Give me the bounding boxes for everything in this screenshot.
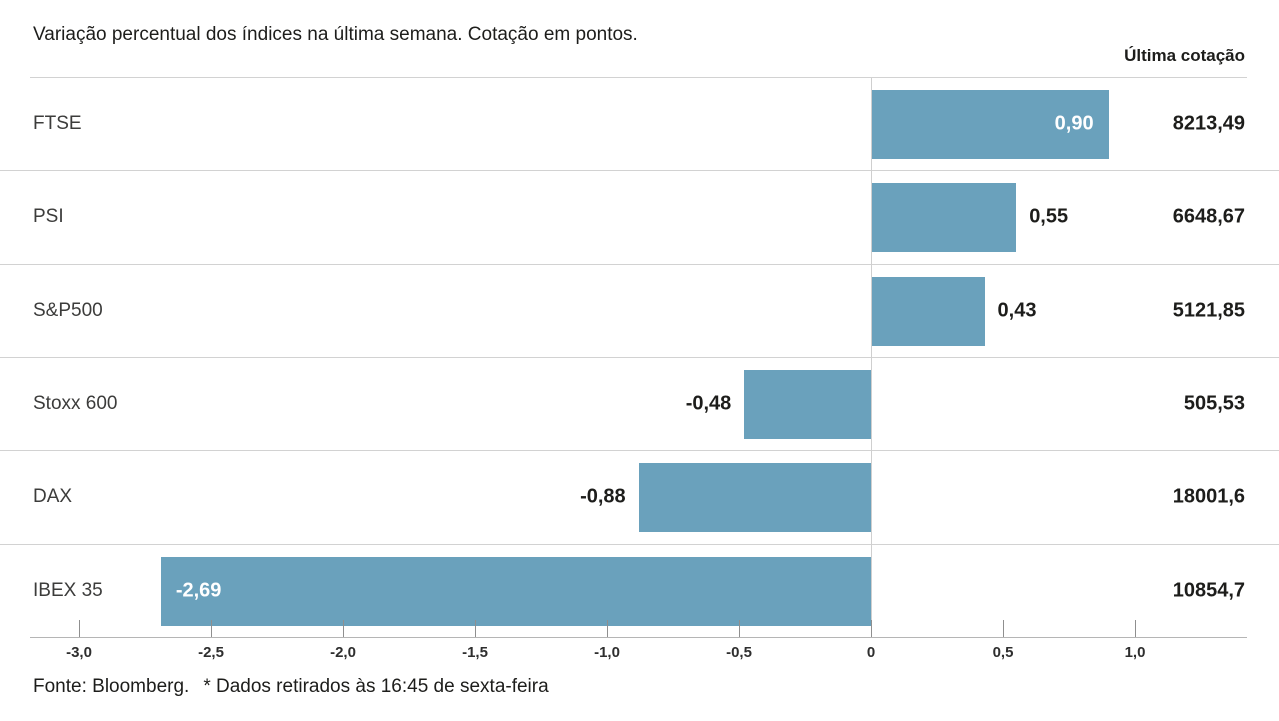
index-label: Stoxx 600	[33, 393, 118, 415]
value-bar	[871, 183, 1017, 253]
axis-tick-label: -0,5	[726, 644, 752, 661]
axis-tick	[1003, 620, 1004, 637]
bar-value-label: -2,69	[175, 579, 222, 602]
index-label: FTSE	[33, 113, 82, 135]
axis-tick-label: 0,5	[992, 644, 1014, 661]
last-quote-value: 5121,85	[1172, 299, 1245, 322]
chart-row: IBEX 35 -2,69 10854,7	[0, 545, 1279, 637]
axis-tick	[79, 620, 80, 637]
last-quote-value: 6648,67	[1172, 205, 1245, 228]
axis-tick	[1135, 620, 1136, 637]
last-quote-column-header: Última cotação	[1124, 46, 1245, 65]
value-bar	[744, 369, 871, 439]
axis-tick-label: -3,0	[66, 644, 92, 661]
bar-value-label: -0,88	[580, 485, 626, 508]
bar-value-label: 0,90	[1054, 112, 1094, 135]
value-bar	[871, 90, 1109, 159]
axis-tick-label: 1,0	[1124, 644, 1146, 661]
axis-tick	[607, 620, 608, 637]
value-bar	[160, 556, 871, 626]
chart-rows: FTSE 0,90 8213,49 PSI 0,55 6648,67 S&P50…	[0, 78, 1279, 637]
bar-value-label: -0,48	[685, 392, 732, 415]
axis-tick-label: -1,0	[594, 644, 620, 661]
axis-tick-label: -2,0	[330, 644, 356, 661]
last-quote-value: 10854,7	[1172, 579, 1245, 602]
chart-row: DAX -0,88 18001,6	[0, 451, 1279, 545]
bar-value-label: 0,43	[997, 299, 1037, 322]
value-bar	[871, 276, 985, 346]
axis-tick	[475, 620, 476, 637]
bar-value-label: 0,55	[1029, 205, 1069, 228]
chart-row: PSI 0,55 6648,67	[0, 171, 1279, 265]
axis-tick	[871, 620, 872, 637]
chart-title: Variação percentual dos índices na últim…	[33, 24, 638, 45]
index-label: S&P500	[33, 299, 103, 321]
index-label: IBEX 35	[33, 579, 103, 601]
last-quote-value: 8213,49	[1172, 112, 1245, 135]
x-axis-line	[30, 637, 1247, 638]
axis-tick-label: -1,5	[462, 644, 488, 661]
header-divider	[30, 77, 1247, 78]
last-quote-value: 18001,6	[1172, 485, 1245, 508]
index-label: DAX	[33, 486, 73, 508]
axis-tick	[343, 620, 344, 637]
axis-tick	[739, 620, 740, 637]
axis-tick-label: -2,5	[198, 644, 224, 661]
axis-tick	[211, 620, 212, 637]
source-text: Fonte: Bloomberg.	[33, 676, 190, 697]
footnote-text: * Dados retirados às 16:45 de sexta-feir…	[203, 676, 549, 697]
index-label: PSI	[33, 206, 64, 228]
chart-row: S&P500 0,43 5121,85	[0, 265, 1279, 358]
chart-row: Stoxx 600 -0,48 505,53	[0, 358, 1279, 452]
source-note: Fonte: Bloomberg. * Dados retirados às 16…	[33, 676, 549, 698]
axis-tick-label: 0	[866, 644, 876, 661]
zero-baseline	[871, 78, 872, 637]
value-bar	[638, 463, 871, 533]
chart-row: FTSE 0,90 8213,49	[0, 78, 1279, 172]
last-quote-value: 505,53	[1183, 392, 1245, 415]
